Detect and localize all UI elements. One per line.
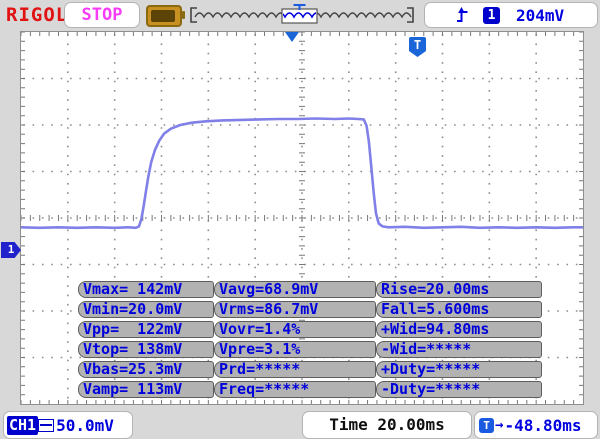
trigger-channel-badge: 1: [483, 6, 500, 24]
measurement-cell: Vmin=20.0mV: [78, 301, 214, 318]
acquisition-status-label: STOP: [81, 5, 123, 25]
rising-edge-icon: [457, 7, 468, 22]
coupling-icon: [38, 418, 55, 432]
measurement-cell: Vpp= 122mV: [78, 321, 214, 338]
channel1-scale-value: 50.0mV: [56, 415, 114, 435]
channel1-label: CH1: [7, 415, 39, 435]
timebase-box[interactable]: Time 20.00ms: [302, 411, 472, 439]
memory-window-icon: [190, 4, 414, 24]
channel1-status-box[interactable]: CH1 50.0mV: [3, 411, 133, 439]
trigger-offset-value: -48.80ms: [504, 415, 582, 435]
measurement-cell: Rise=20.00ms: [376, 281, 542, 298]
measurement-cell: Vovr=1.4%: [214, 321, 376, 338]
timebase-value: Time 20.00ms: [329, 415, 445, 434]
memory-window-strip[interactable]: [187, 3, 417, 25]
measurement-cell: Vmax= 142mV: [78, 281, 214, 298]
trigger-offset-box[interactable]: T → -48.80ms: [474, 411, 598, 439]
measurement-cell: -Wid=*****: [376, 341, 542, 358]
measurement-panel: Vmax= 142mV Vavg=68.9mV Rise=20.00ms Vmin=2…: [78, 281, 542, 398]
trigger-offset-t-icon: T: [479, 417, 494, 433]
trigger-position-marker-icon[interactable]: [285, 32, 299, 42]
channel1-ground-marker[interactable]: 1: [1, 242, 21, 258]
rigol-logo: RIGOL: [6, 4, 69, 26]
measurement-cell: Vrms=86.7mV: [214, 301, 376, 318]
measurement-cell: Vtop= 138mV: [78, 341, 214, 358]
measurement-cell: +Wid=94.80ms: [376, 321, 542, 338]
battery-icon: [146, 5, 185, 27]
acquisition-status-badge[interactable]: STOP: [64, 2, 140, 28]
trigger-flag-icon[interactable]: T: [409, 37, 426, 57]
measurement-cell: Prd=*****: [214, 361, 376, 378]
trigger-level-value: 204mV: [516, 5, 565, 25]
measurement-cell: Freq=*****: [214, 381, 376, 398]
measurement-cell: Vavg=68.9mV: [214, 281, 376, 298]
measurement-cell: Fall=5.600ms: [376, 301, 542, 318]
trigger-offset-arrow-icon: →: [495, 417, 504, 433]
measurement-cell: Vpre=3.1%: [214, 341, 376, 358]
measurement-cell: +Duty=*****: [376, 361, 542, 378]
trigger-info-box[interactable]: 1 204mV: [424, 2, 598, 28]
measurement-cell: Vbas=25.3mV: [78, 361, 214, 378]
measurement-cell: -Duty=*****: [376, 381, 542, 398]
measurement-cell: Vamp= 113mV: [78, 381, 214, 398]
